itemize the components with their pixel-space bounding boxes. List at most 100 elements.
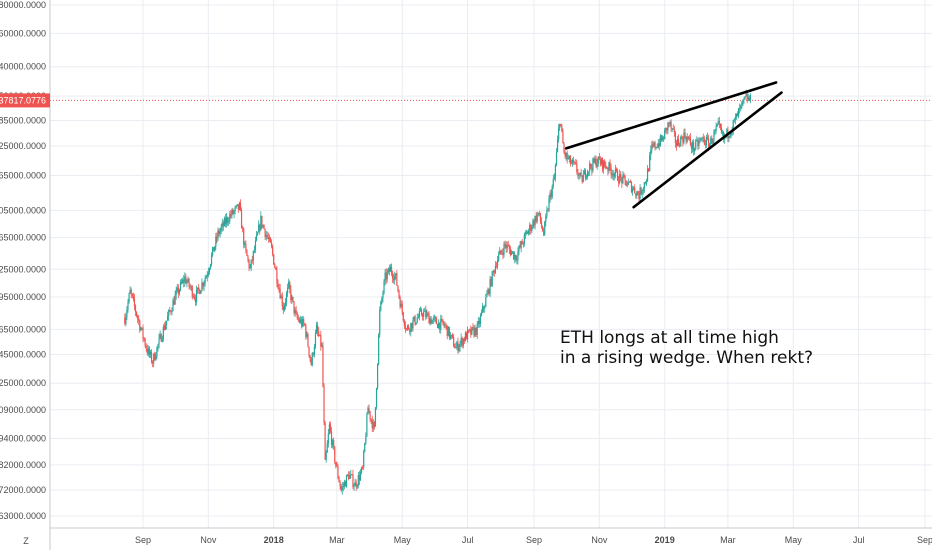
candle-body (447, 326, 449, 337)
candle-body (253, 249, 256, 252)
candle-body (651, 144, 653, 150)
candle-body (298, 319, 300, 323)
candle-body (748, 97, 750, 101)
x-tick-label: 2019 (655, 535, 675, 545)
candle-body (245, 243, 247, 250)
candle-body (728, 135, 730, 138)
candle-body (510, 251, 513, 255)
candle-body (703, 138, 705, 144)
price-axis[interactable]: 880000.0000760000.0000640000.0000550000.… (0, 0, 46, 521)
candle-body (405, 328, 408, 330)
candle-body (272, 246, 274, 254)
candle-body (145, 345, 147, 349)
x-tick-label: May (394, 535, 412, 545)
candle-body (434, 317, 437, 319)
candle-body (172, 300, 174, 312)
candle-body (733, 119, 735, 121)
candle-body (712, 140, 714, 144)
candle-body (544, 221, 546, 235)
candle-body (243, 228, 245, 245)
candle-body (552, 179, 554, 187)
candle-body (186, 281, 188, 284)
time-axis[interactable]: Sep Nov 2018 Mar May Jul Sep Nov 2019 Mar May Jul Se… (135, 535, 932, 545)
candle-body (630, 182, 633, 193)
candle-body (740, 105, 742, 109)
candle-body (333, 440, 335, 448)
candle-body (197, 287, 199, 291)
candle-body (629, 181, 632, 183)
x-tick-label: Mar (329, 535, 345, 545)
candle-body (575, 162, 577, 164)
candle-body (640, 187, 642, 195)
candle-body (411, 322, 413, 329)
candle-body (680, 136, 682, 147)
candle-body (150, 351, 153, 363)
candle-body (364, 443, 366, 452)
candle-body (456, 341, 458, 348)
candle-body (168, 310, 170, 317)
candle-body (580, 173, 582, 176)
candle-body (473, 327, 475, 336)
candle-body (140, 328, 142, 331)
candle-body (742, 99, 744, 103)
candle-body (219, 230, 221, 235)
candle-body (673, 129, 675, 133)
candle-body (475, 327, 477, 335)
candle-body (247, 255, 249, 260)
candle-body (278, 288, 280, 289)
candle-body (486, 293, 488, 298)
candle-body (507, 245, 509, 247)
price-tag-box (0, 93, 50, 108)
candle-body (394, 275, 396, 281)
candle-body (720, 127, 723, 133)
candle-body (313, 346, 315, 355)
candle-body (325, 452, 327, 460)
candle-body (279, 288, 281, 299)
candle-body (223, 218, 226, 227)
candle-body (413, 316, 415, 321)
candle-body (708, 138, 710, 148)
candle-body (337, 466, 339, 478)
candle-body (675, 143, 678, 146)
candle-body (386, 272, 388, 280)
candle-body (468, 329, 470, 331)
candle-body (663, 137, 665, 140)
candle-body (352, 474, 354, 487)
candle-body (343, 481, 345, 487)
candle-body (477, 320, 479, 325)
candle-body (536, 214, 538, 222)
candle-body (137, 316, 139, 319)
candle-body (295, 310, 297, 314)
candle-body (481, 306, 484, 313)
candle-body (610, 168, 612, 175)
candle-body (294, 310, 296, 313)
candle-body (161, 338, 163, 342)
candle-body (126, 309, 128, 317)
candle-body (693, 142, 695, 152)
candle-body (686, 136, 688, 142)
candle-body (159, 334, 161, 338)
candle-body (324, 422, 326, 460)
candle-body (195, 290, 198, 303)
candle-body (687, 136, 689, 139)
candle-body (442, 319, 444, 324)
candle-body (470, 329, 472, 335)
candle-body (550, 193, 552, 198)
candle-body (656, 147, 658, 148)
corner-label[interactable]: Z (23, 536, 29, 546)
candle-body (397, 285, 399, 291)
candle-body (318, 331, 320, 336)
candle-body (393, 278, 395, 281)
candle-body (335, 462, 337, 466)
candle-body (367, 408, 369, 415)
candle-body (190, 286, 192, 288)
candle-body (445, 324, 447, 326)
candle-body (493, 270, 495, 273)
y-tick-label: 145000.0000 (0, 349, 46, 359)
candle-body (427, 313, 429, 315)
candle-body (679, 144, 681, 147)
candle-body (263, 225, 265, 229)
candle-body (184, 276, 186, 283)
candle-body (261, 215, 263, 227)
candle-body (530, 224, 532, 231)
